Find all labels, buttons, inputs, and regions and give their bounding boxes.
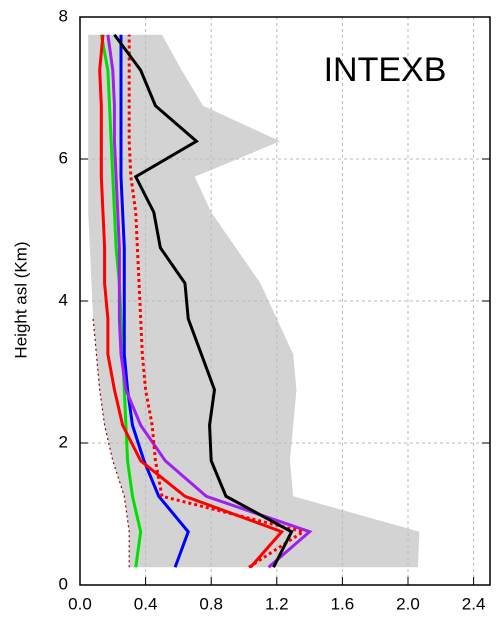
y-tick-label: 8	[59, 6, 68, 25]
profile-line	[127, 34, 307, 569]
x-tick-label: 0.4	[134, 594, 158, 613]
x-tick-label: 0.0	[68, 594, 92, 613]
profile-line	[119, 34, 190, 568]
x-tick-label: 1.2	[265, 594, 289, 613]
range-band	[88, 34, 420, 568]
profile-line	[113, 33, 294, 568]
x-tick-label: 2.0	[396, 594, 420, 613]
x-tick-label: 2.4	[462, 594, 486, 613]
x-tick-label: 0.8	[199, 594, 223, 613]
y-tick-label: 4	[59, 290, 68, 309]
profile-line	[106, 34, 313, 569]
profile-line	[98, 34, 285, 569]
profile-line	[92, 318, 130, 568]
y-axis-label: Height asl (Km)	[11, 241, 30, 358]
annotation: INTEXB	[324, 51, 447, 89]
y-tick-label: 0	[59, 574, 68, 593]
plot-frame	[79, 16, 491, 586]
y-tick-label: 2	[59, 432, 68, 451]
x-tick-label: 1.6	[331, 594, 355, 613]
y-tick-label: 6	[59, 148, 68, 167]
